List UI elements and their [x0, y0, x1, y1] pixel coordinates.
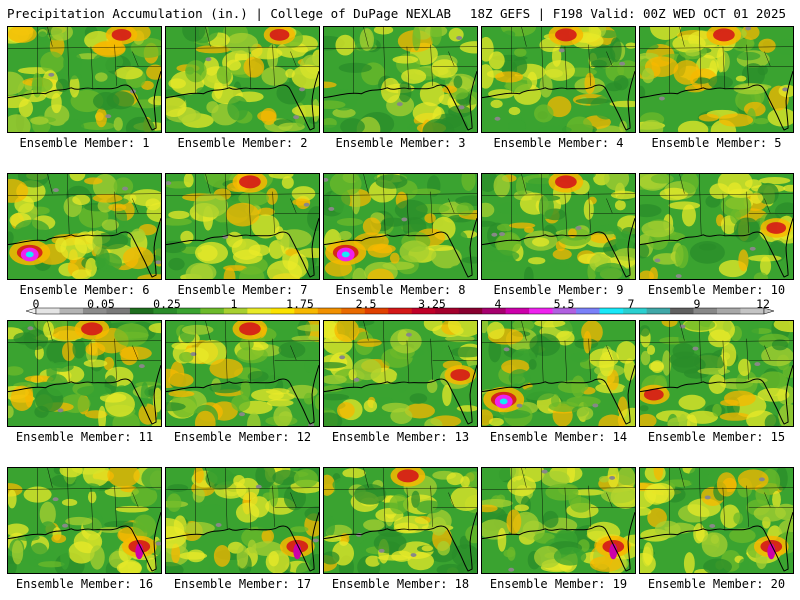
- colorbar-swatch: [106, 308, 131, 314]
- map-title: Precipitation Accumulation (in.) | Colle…: [7, 6, 452, 21]
- colorbar-swatch: [458, 308, 483, 314]
- ensemble-member-label: Ensemble Member: 17: [173, 577, 312, 591]
- colorbar-swatch: [717, 308, 741, 314]
- ensemble-member-label: Ensemble Member: 20: [647, 577, 786, 591]
- ensemble-member-label: Ensemble Member: 5: [651, 136, 782, 150]
- colorbar-swatch: [740, 308, 765, 314]
- ensemble-member-11-map: [7, 320, 162, 427]
- ensemble-member-14-map: [481, 320, 636, 427]
- ensemble-member-label: Ensemble Member: 1: [19, 136, 150, 150]
- ensemble-member-label: Ensemble Member: 6: [19, 283, 150, 297]
- ensemble-member-label: Ensemble Member: 19: [489, 577, 628, 591]
- colorbar-swatch: [576, 308, 600, 314]
- ensemble-member-5-map: [639, 26, 794, 133]
- ensemble-member-label: Ensemble Member: 16: [15, 577, 154, 591]
- ensemble-member-18-map: [323, 467, 478, 574]
- colorbar-swatch: [529, 308, 553, 314]
- ensemble-member-10-map: [639, 173, 794, 280]
- colorbar-swatch: [294, 308, 319, 314]
- ensemble-member-4-map: [481, 26, 636, 133]
- colorbar-swatch: [693, 308, 718, 314]
- colorbar-tick-label: 12: [756, 297, 770, 311]
- colorbar-tick-label: 0.25: [153, 297, 181, 311]
- colorbar-swatch: [270, 308, 295, 314]
- colorbar-swatch: [223, 308, 248, 314]
- ensemble-member-15-map: [639, 320, 794, 427]
- ensemble-member-label: Ensemble Member: 3: [335, 136, 466, 150]
- colorbar-swatch: [341, 308, 366, 314]
- colorbar-swatch: [670, 308, 694, 314]
- colorbar-swatch: [176, 308, 201, 314]
- ensemble-member-label: Ensemble Member: 14: [489, 430, 628, 444]
- colorbar-swatch: [153, 308, 178, 314]
- colorbar-swatch: [364, 308, 389, 314]
- ensemble-member-label: Ensemble Member: 15: [647, 430, 786, 444]
- ensemble-member-7-map: [165, 173, 320, 280]
- colorbar-tick-label: 0.05: [87, 297, 115, 311]
- colorbar-swatch: [59, 308, 84, 314]
- colorbar-tick-label: 7: [627, 297, 635, 311]
- model-run-info: 18Z GEFS | F198 Valid: 00Z WED OCT 01 20…: [469, 6, 786, 21]
- colorbar-swatch: [623, 308, 647, 314]
- ensemble-member-label: Ensemble Member: 8: [335, 283, 466, 297]
- colorbar-swatch: [411, 308, 436, 314]
- colorbar-swatch: [129, 308, 154, 314]
- precipitation-colorbar: [25, 307, 775, 315]
- ensemble-member-3-map: [323, 26, 478, 133]
- ensemble-member-label: Ensemble Member: 9: [493, 283, 624, 297]
- ensemble-member-label: Ensemble Member: 11: [15, 430, 154, 444]
- colorbar-swatch: [552, 308, 577, 314]
- colorbar-tick-label: 4: [494, 297, 502, 311]
- colorbar-tick-label: 1.75: [286, 297, 314, 311]
- colorbar-tick-label: 9: [693, 297, 701, 311]
- colorbar-swatch: [435, 308, 460, 314]
- ensemble-member-12-map: [165, 320, 320, 427]
- colorbar-swatch: [317, 308, 342, 314]
- ensemble-member-label: Ensemble Member: 7: [177, 283, 308, 297]
- ensemble-member-13-map: [323, 320, 478, 427]
- ensemble-member-20-map: [639, 467, 794, 574]
- colorbar-tick-label: 2.5: [355, 297, 377, 311]
- colorbar-swatch: [482, 308, 506, 314]
- colorbar-swatch: [505, 308, 530, 314]
- ensemble-member-label: Ensemble Member: 2: [177, 136, 308, 150]
- ensemble-member-label: Ensemble Member: 10: [647, 283, 786, 297]
- colorbar-swatch: [82, 308, 107, 314]
- colorbar-tick-label: 3.25: [418, 297, 446, 311]
- colorbar-swatch: [247, 308, 272, 314]
- ensemble-member-label: Ensemble Member: 12: [173, 430, 312, 444]
- colorbar-swatch: [599, 308, 624, 314]
- colorbar-tick-label: 0: [32, 297, 40, 311]
- colorbar-swatch: [36, 308, 60, 314]
- colorbar-tick-label: 5.5: [553, 297, 575, 311]
- ensemble-member-1-map: [7, 26, 162, 133]
- ensemble-member-17-map: [165, 467, 320, 574]
- ensemble-member-9-map: [481, 173, 636, 280]
- ensemble-member-19-map: [481, 467, 636, 574]
- ensemble-member-label: Ensemble Member: 4: [493, 136, 624, 150]
- ensemble-member-label: Ensemble Member: 18: [331, 577, 470, 591]
- colorbar-tick-label: 1: [230, 297, 238, 311]
- colorbar-swatch: [388, 308, 413, 314]
- colorbar-swatch: [646, 308, 671, 314]
- ensemble-member-16-map: [7, 467, 162, 574]
- colorbar-swatch: [200, 308, 225, 314]
- ensemble-member-2-map: [165, 26, 320, 133]
- ensemble-member-label: Ensemble Member: 13: [331, 430, 470, 444]
- ensemble-member-8-map: [323, 173, 478, 280]
- ensemble-member-6-map: [7, 173, 162, 280]
